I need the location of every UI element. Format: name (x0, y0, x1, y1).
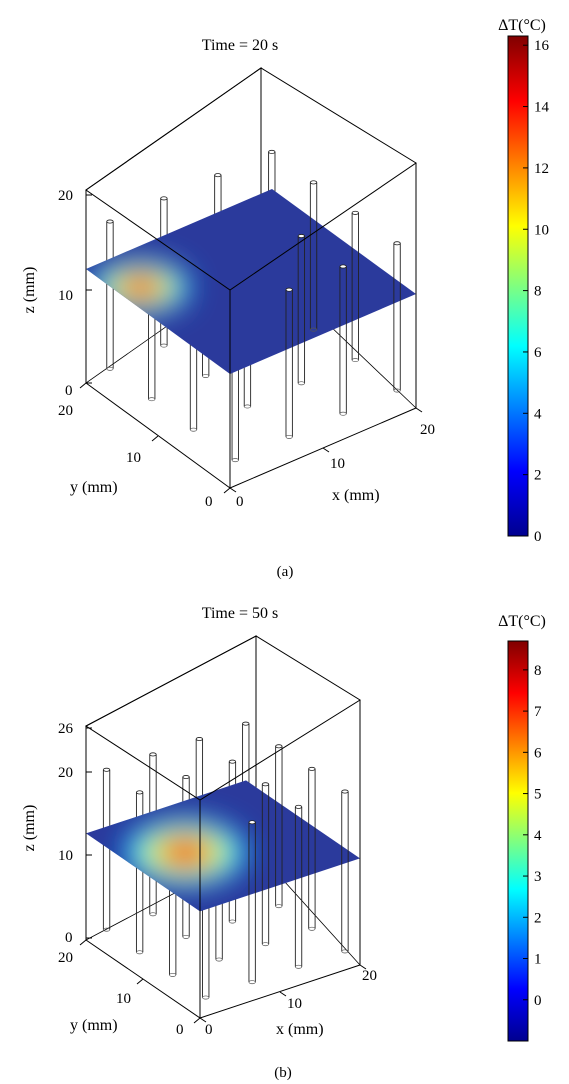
colorbar-tick-label: 12 (534, 161, 549, 177)
colorbar-tick-label: 1 (534, 952, 542, 968)
panel-a-title: Time = 20 s (202, 37, 278, 54)
panel-a-y-tick-2: 20 (58, 403, 73, 419)
panel-a-y-tick-0: 0 (205, 494, 213, 510)
panel-b-z-tick-0: 0 (65, 930, 73, 946)
panel-b-y-tick-1: 10 (116, 991, 131, 1007)
hotspot-contour (126, 279, 155, 296)
panel-b-x-axis-line (199, 964, 361, 1019)
electrode-tube (102, 767, 111, 932)
panel-b-top-face (85, 635, 361, 801)
colorbar-tick-label: 6 (534, 345, 542, 361)
panel-b-title: Time = 50 s (202, 605, 278, 622)
panel-b-colorbar-bar (507, 640, 529, 1042)
panel-a-z-tick-1: 10 (58, 288, 73, 304)
electrode-tube (248, 820, 256, 985)
panel-a-slice (86, 189, 416, 374)
colorbar-tick-label: 0 (534, 993, 542, 1009)
colorbar-tick-label: 14 (534, 100, 550, 116)
colorbar-tick-label: 2 (534, 910, 542, 926)
panel-a-hotspot (89, 259, 192, 316)
panel-b-y-tick-2: 20 (58, 950, 73, 966)
colorbar-tick-label: 4 (534, 406, 542, 422)
panel-a-ylabel: y (mm) (70, 479, 118, 496)
panel-b-colorbar: ΔT(°C) 0 1 2 3 4 5 6 7 8 (498, 613, 546, 1042)
panel-b-box-front (85, 635, 361, 1019)
panel-a-slice-plane (86, 189, 416, 374)
panel-b-slice (86, 780, 360, 912)
panel-a-z-tick-2: 20 (58, 188, 73, 204)
colorbar-tick-label: 6 (534, 745, 542, 761)
colorbar-tick-label: 16 (534, 38, 550, 54)
panel-b-z-tick-2: 20 (58, 765, 73, 781)
panel-b-z-tick-3: 26 (58, 721, 74, 737)
colorbar-tick-label: 0 (534, 529, 542, 545)
colorbar-tick-label: 8 (534, 284, 542, 300)
panel-b-ticks (79, 727, 367, 1024)
colorbar-tick-label: 3 (534, 869, 542, 885)
panel-a: Time = 20 s 0 10 (21, 17, 550, 580)
panel-b-z-tick-1: 10 (58, 848, 73, 864)
colorbar-tick-label: 5 (534, 787, 542, 803)
electrode-tube (275, 744, 283, 909)
electrode-tube (297, 234, 306, 386)
panel-b-label: (b) (274, 1065, 292, 1081)
panel-b-x-tick-2: 20 (362, 968, 377, 984)
panel-a-x-tick-2: 20 (420, 422, 435, 438)
electrode-tube (341, 789, 349, 954)
electrode-tube (339, 264, 347, 416)
colorbar-tick-label: 8 (534, 663, 542, 679)
panel-b-y-tick-0: 0 (176, 1022, 184, 1038)
electrode-tube (309, 180, 318, 332)
panel-b-ylabel: y (mm) (70, 1017, 118, 1034)
electrode-tube (308, 766, 316, 931)
electrode-tube (285, 287, 293, 439)
panel-b-colorbar-title: ΔT(°C) (498, 613, 546, 630)
panel-a-box-front (85, 67, 417, 489)
panel-a-ticks (79, 194, 423, 494)
electrode-tube (393, 241, 401, 393)
panel-b-zlabel: z (mm) (21, 805, 38, 852)
panel-a-electrodes-front (285, 180, 401, 439)
panel-a-zlabel: z (mm) (21, 267, 38, 314)
panel-a-colorbar-bar (507, 35, 529, 537)
panel-a-colorbar-title: ΔT(°C) (498, 17, 546, 34)
panel-a-y-axis-line (85, 382, 231, 489)
panel-b-xlabel: x (mm) (276, 1021, 324, 1038)
panel-a-y-tick-1: 10 (126, 450, 141, 466)
colorbar-tick-label: 10 (534, 222, 549, 238)
colorbar-tick-label: 7 (534, 704, 542, 720)
hotspot-contour (169, 843, 202, 862)
panel-a-colorbar: ΔT(°C) 0 2 4 6 8 10 12 14 16 (498, 17, 549, 545)
panel-b-electrodes-front (248, 744, 349, 985)
panel-b: Time = 50 s 0 10 (21, 605, 546, 1081)
panel-b-x-tick-0: 0 (205, 1022, 213, 1038)
panel-b-x-tick-1: 10 (287, 996, 302, 1012)
electrode-tube (261, 782, 270, 947)
panel-a-z-tick-0: 0 (65, 383, 73, 399)
panel-a-x-tick-0: 0 (236, 494, 244, 510)
panel-a-label: (a) (277, 564, 294, 580)
electrode-tube (106, 219, 114, 371)
electrode-tube (351, 210, 359, 363)
panel-a-x-tick-1: 10 (330, 456, 345, 472)
colorbar-tick-label: 2 (534, 468, 542, 484)
colorbar-tick-label: 4 (534, 828, 542, 844)
panel-b-hotspot (122, 817, 249, 888)
panel-a-xlabel: x (mm) (332, 487, 380, 504)
electrode-tube (294, 804, 303, 969)
